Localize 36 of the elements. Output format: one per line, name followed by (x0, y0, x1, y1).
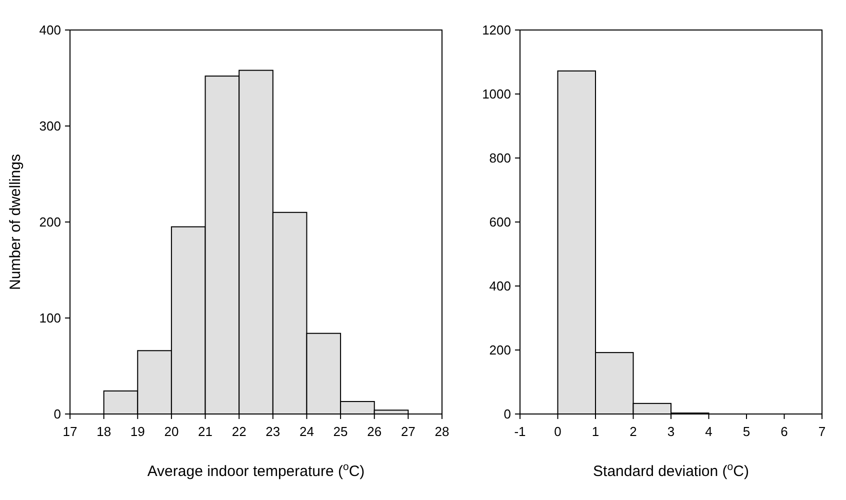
x-tick-label: 21 (198, 424, 213, 439)
x-tick-label: 6 (780, 424, 788, 439)
y-tick-label: 1000 (482, 86, 511, 102)
x-tick-label: 3 (667, 424, 675, 439)
y-tick-label: 200 (39, 214, 61, 230)
x-tick-label: 7 (818, 424, 826, 439)
y-tick-label: 800 (489, 150, 511, 166)
x-tick-label: 26 (367, 424, 382, 439)
y-tick-label: 600 (489, 214, 511, 230)
x-axis-title: Average indoor temperature ($^{o}$C) (147, 461, 365, 480)
x-tick-label: 22 (232, 424, 246, 439)
x-tick-label: 18 (96, 424, 112, 439)
x-tick-label: 4 (705, 424, 712, 439)
y-tick-label: 300 (39, 118, 61, 134)
y-tick-label: 100 (39, 310, 61, 326)
x-tick-label: 25 (333, 424, 348, 439)
y-tick-label: 400 (39, 22, 61, 38)
y-tick-label: 0 (54, 406, 61, 422)
x-tick-label: -1 (514, 424, 526, 439)
y-axis-title: Number of dwellings (7, 154, 24, 290)
x-tick-label: 2 (630, 424, 637, 439)
y-tick-label: 0 (504, 406, 511, 422)
x-axis-title: Standard deviation ($^{o}$C) (593, 461, 749, 480)
x-tick-label: 5 (742, 424, 750, 439)
x-tick-label: 28 (434, 424, 450, 439)
y-tick-label: 400 (489, 278, 511, 294)
y-tick-label: 1200 (482, 22, 511, 38)
x-tick-label: 0 (554, 424, 562, 439)
x-tick-label: 23 (266, 424, 280, 439)
x-tick-label: 17 (62, 424, 78, 439)
x-tick-label: 20 (164, 424, 179, 439)
x-tick-label: 27 (400, 424, 416, 439)
x-tick-label: 24 (299, 424, 314, 439)
y-tick-label: 200 (489, 342, 511, 358)
x-tick-label: 19 (130, 424, 145, 439)
x-tick-label: 1 (592, 424, 600, 439)
